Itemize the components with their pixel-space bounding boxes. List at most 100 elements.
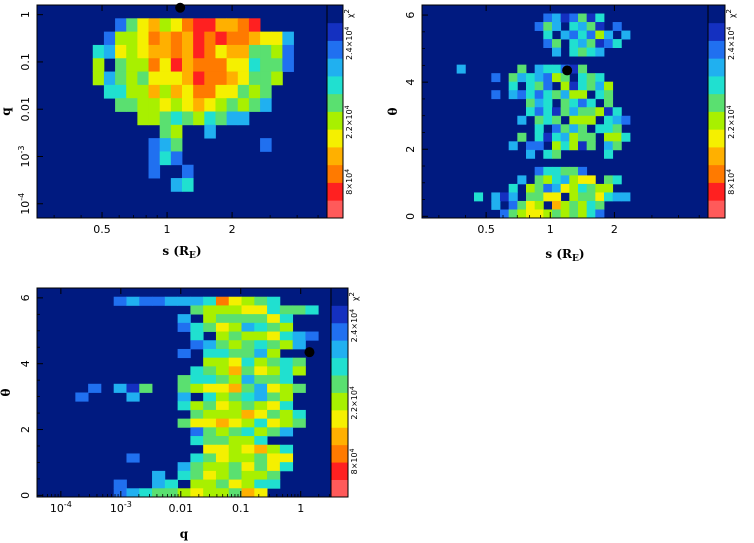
- colorbar-step: [327, 58, 343, 77]
- colorbar-tick-label: 2.4×104: [349, 309, 359, 343]
- heatmap-cell: [578, 47, 588, 57]
- heatmap-cell: [578, 175, 588, 185]
- heatmap-cell: [237, 58, 250, 72]
- heatmap-cell: [271, 44, 283, 59]
- heatmap-cell: [500, 192, 510, 202]
- heatmap-cell: [228, 366, 242, 376]
- heatmap-cell: [241, 479, 255, 489]
- heatmap-cell: [237, 84, 250, 99]
- heatmap-cell: [534, 81, 544, 91]
- heatmap-cell: [612, 175, 622, 185]
- colorbar-step: [327, 147, 343, 166]
- heatmap-cell: [595, 13, 605, 23]
- y-tick-label: 2: [404, 146, 417, 153]
- heatmap-cell: [586, 115, 596, 125]
- y-axis-title: q: [0, 107, 13, 116]
- y-tick-label: 10-4: [17, 193, 32, 215]
- colorbar-step: [708, 129, 725, 148]
- heatmap-cell: [569, 107, 579, 117]
- x-axis-title: s (RE): [545, 247, 584, 264]
- heatmap-cell: [267, 479, 281, 489]
- heatmap-cell: [241, 409, 255, 420]
- heatmap-cell: [126, 453, 140, 463]
- heatmap-cell: [177, 383, 191, 393]
- heatmap-cell: [190, 383, 204, 393]
- heatmap-cell: [279, 340, 294, 350]
- heatmap-cell: [190, 427, 204, 437]
- heatmap-cell: [241, 296, 255, 306]
- heatmap-cell: [621, 132, 631, 142]
- heatmap-cell: [228, 296, 242, 306]
- colorbar-frame: [326, 4, 344, 219]
- heatmap-cell: [193, 84, 205, 99]
- heatmap-cell: [193, 58, 205, 72]
- heatmap-cell: [215, 44, 228, 59]
- heatmap-cell: [543, 183, 553, 193]
- heatmap-cell: [215, 357, 230, 367]
- heatmap-cell: [526, 200, 536, 210]
- colorbar-frame: [330, 287, 349, 498]
- heatmap-cell: [267, 348, 281, 359]
- heatmap-cell: [279, 453, 294, 463]
- y-tick-label: 0.1: [19, 53, 32, 70]
- heatmap-cell: [254, 436, 268, 446]
- heatmap-cell: [578, 30, 588, 40]
- heatmap-cell: [254, 322, 268, 332]
- heatmap-cell: [578, 39, 588, 48]
- heatmap-cell: [177, 418, 191, 428]
- heatmap-cell: [491, 90, 501, 100]
- heatmap-cell: [137, 44, 149, 59]
- heatmap-cell: [177, 470, 191, 480]
- heatmap-cell: [560, 98, 570, 108]
- heatmap-cell: [517, 73, 527, 83]
- heatmap-cell: [228, 392, 242, 402]
- heatmap-cell: [228, 462, 242, 472]
- heatmap-cell: [190, 462, 204, 472]
- heatmap-cell: [267, 357, 281, 367]
- heatmap-cell: [148, 164, 161, 179]
- heatmap-cell: [204, 18, 216, 33]
- heatmap-cell: [215, 462, 230, 472]
- heatmap-cell: [534, 209, 544, 219]
- heatmap-cell: [228, 418, 242, 428]
- heatmap-cell: [126, 488, 140, 498]
- heatmap-cell: [139, 383, 153, 393]
- heatmap-cell: [203, 340, 217, 350]
- heatmap-cell: [534, 200, 544, 210]
- y-tick-label: 6: [19, 294, 32, 301]
- heatmap-cell: [177, 401, 191, 411]
- heatmap-cell: [226, 44, 239, 59]
- heatmap-cell: [190, 340, 204, 350]
- heatmap-cell: [267, 375, 281, 385]
- heatmap-cell: [612, 22, 622, 31]
- heatmap-cell: [279, 305, 294, 315]
- heatmap-cell: [586, 175, 596, 185]
- heatmap-cell: [215, 348, 230, 359]
- heatmap-cell: [526, 73, 536, 83]
- heatmap-cell: [292, 418, 306, 428]
- colorbar-tick-label: 2.4×104: [344, 26, 354, 60]
- heatmap-cell: [621, 30, 631, 40]
- heatmap-cell: [241, 366, 255, 376]
- heatmap-cell: [126, 98, 138, 112]
- heatmap-cell: [193, 18, 205, 33]
- heatmap-cell: [560, 81, 570, 91]
- heatmap-cell: [279, 401, 294, 411]
- heatmap-cell: [267, 444, 281, 454]
- colorbar-frame: [707, 4, 726, 219]
- heatmap-cell: [254, 375, 268, 385]
- heatmap-cell: [543, 132, 553, 142]
- heatmap-cell: [237, 18, 250, 33]
- x-tick-label: 10-4: [50, 500, 72, 515]
- heatmap-cell: [552, 200, 562, 210]
- heatmap-cell: [148, 98, 161, 112]
- heatmap-cell: [215, 401, 230, 411]
- heatmap-cell: [552, 192, 562, 202]
- heatmap-cell: [170, 124, 183, 139]
- heatmap-cell: [203, 375, 217, 385]
- heatmap-cell: [508, 90, 518, 100]
- heatmap-cell: [578, 13, 588, 23]
- heatmap-cell: [204, 84, 216, 99]
- heatmap-cell: [604, 149, 614, 159]
